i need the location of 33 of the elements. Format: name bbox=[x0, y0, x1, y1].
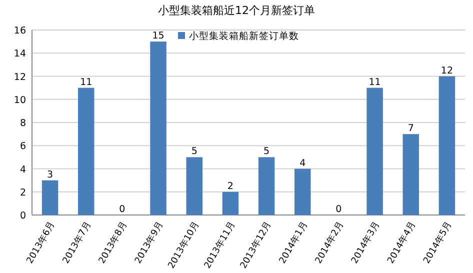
data-label: 11 bbox=[368, 76, 381, 88]
data-label: 4 bbox=[300, 158, 306, 169]
y-tick-label: 16 bbox=[14, 26, 26, 36]
y-tick-label: 14 bbox=[14, 48, 26, 60]
bar bbox=[222, 192, 239, 215]
y-tick-label: 8 bbox=[20, 118, 26, 129]
bar bbox=[294, 168, 311, 215]
y-tick-label: 6 bbox=[20, 141, 26, 152]
y-tick-label: 4 bbox=[20, 164, 26, 176]
data-label: 12 bbox=[440, 65, 454, 76]
bar bbox=[366, 88, 383, 215]
bar bbox=[78, 88, 94, 215]
data-label: 0 bbox=[119, 204, 126, 215]
data-label: 15 bbox=[152, 30, 164, 42]
y-tick-label: 12 bbox=[14, 72, 26, 83]
bar bbox=[186, 157, 202, 215]
y-tick-label: 0 bbox=[20, 210, 26, 222]
data-label: 5 bbox=[264, 146, 270, 158]
data-label: 2 bbox=[227, 180, 234, 192]
data-label: 7 bbox=[408, 123, 414, 134]
bar bbox=[438, 76, 456, 215]
data-label: 5 bbox=[191, 146, 198, 158]
y-tick-label: 2 bbox=[20, 187, 26, 198]
data-label: 11 bbox=[80, 76, 92, 88]
y-tick-label: 10 bbox=[14, 94, 26, 106]
chart-title: 小型集装箱船近12个月新签订单 bbox=[158, 4, 315, 17]
bar bbox=[42, 180, 58, 215]
bar bbox=[402, 134, 419, 215]
data-label: 0 bbox=[336, 204, 342, 215]
data-label: 3 bbox=[47, 169, 54, 180]
bar bbox=[150, 42, 166, 215]
legend-label: 小型集装箱船新签订单数 bbox=[189, 30, 299, 42]
bar bbox=[258, 157, 275, 215]
